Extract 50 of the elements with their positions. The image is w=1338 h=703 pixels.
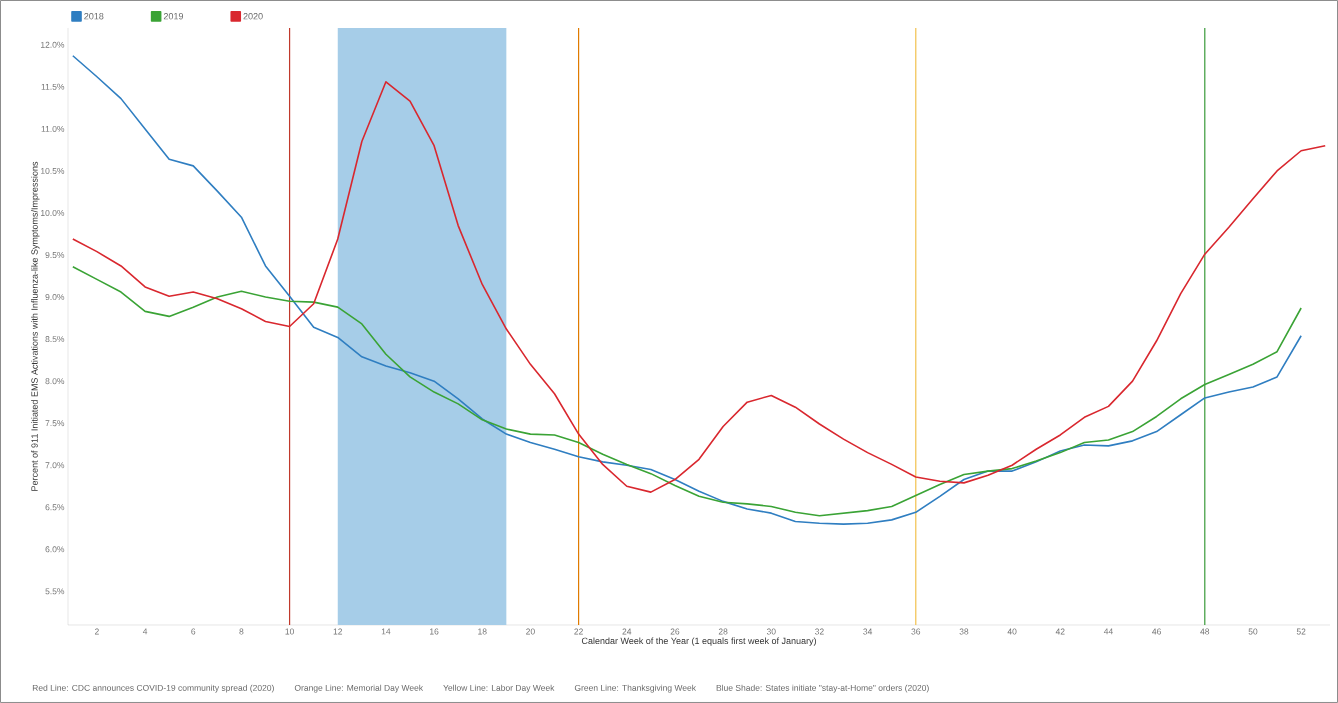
y-tick-label: 6.5% [45, 504, 65, 511]
x-axis-title: Calendar Week of the Year (1 equals first week of January) [581, 637, 816, 646]
x-tick-label: 6 [191, 628, 196, 635]
y-tick-label: 6.0% [45, 546, 65, 553]
text: Yellow Line: Labor Day Week [443, 684, 555, 693]
y-tick-label: 7.5% [45, 420, 65, 427]
text: Blue Shade: States initiate "stay-at-Home" orders (2020) [716, 684, 929, 693]
y-tick-label: 7.0% [45, 462, 65, 469]
text: Orange Line: Memorial Day Week [294, 684, 424, 693]
text: Red Line: CDC announces COVID-19 community spread (2020) [32, 684, 274, 693]
x-tick-label: 36 [911, 628, 921, 635]
y-tick-label: 10.5% [41, 167, 65, 174]
x-tick-label: 42 [1055, 628, 1065, 635]
legend-label: 2020 [243, 13, 263, 20]
y-tick-label: 9.5% [45, 252, 65, 259]
y-tick-label: 11.0% [41, 125, 65, 132]
y-tick-label: 8.0% [45, 378, 65, 385]
y-tick-label: 9.0% [45, 294, 65, 301]
x-tick-label: 24 [622, 628, 632, 635]
x-tick-label: 12 [333, 628, 343, 635]
y-tick-label: 5.5% [45, 588, 65, 595]
x-tick-label: 40 [1007, 628, 1017, 635]
x-tick-label: 4 [142, 628, 148, 635]
x-tick-label: 38 [959, 628, 969, 635]
x-tick-label: 8 [239, 628, 244, 635]
x-tick-label: 28 [718, 628, 728, 635]
x-tick-label: 34 [863, 628, 873, 635]
y-tick-label: 11.5% [41, 83, 65, 90]
x-tick-label: 16 [430, 628, 439, 635]
x-tick-label: 2 [94, 628, 99, 635]
x-tick-label: 26 [670, 628, 680, 635]
x-tick-label: 20 [526, 628, 535, 635]
x-tick-label: 50 [1248, 628, 1258, 635]
x-tick-label: 32 [815, 628, 824, 635]
x-tick-label: 18 [478, 628, 487, 635]
y-tick-label: 8.5% [45, 336, 65, 343]
y-tick-label: 10.0% [41, 209, 65, 216]
y-axis-title: Percent of 911 Initiated EMS Activations with Influenza-like Symptoms/Impressions [31, 161, 40, 491]
x-tick-label: 22 [574, 628, 583, 635]
x-tick-label: 52 [1296, 628, 1306, 635]
legend-label: 2018 [84, 13, 104, 20]
x-tick-label: 30 [766, 628, 776, 635]
x-tick-label: 48 [1200, 628, 1210, 635]
x-tick-label: 10 [285, 628, 294, 635]
legend-label: 2019 [163, 13, 184, 20]
x-tick-label: 44 [1103, 628, 1113, 635]
text: Green Line: Thanksgiving Week [574, 684, 697, 693]
x-tick-label: 46 [1152, 628, 1161, 635]
y-tick-label: 12.0% [41, 41, 65, 48]
x-tick-label: 14 [381, 628, 391, 635]
